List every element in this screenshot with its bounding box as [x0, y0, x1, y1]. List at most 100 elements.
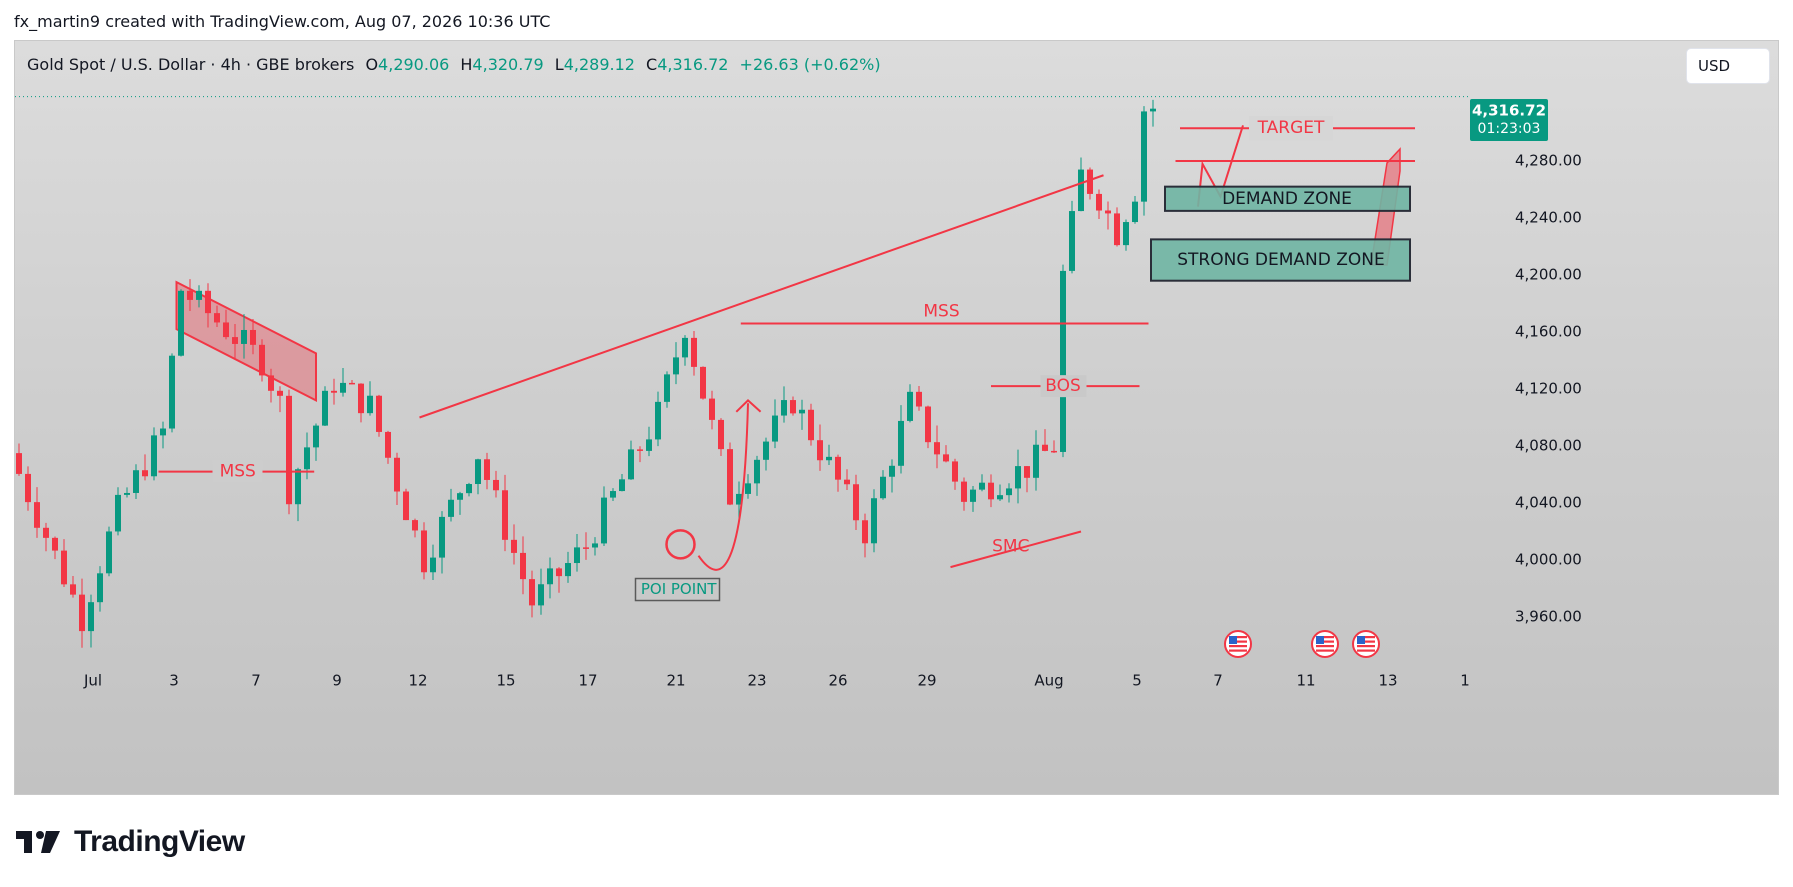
- poi-label-box: [634, 577, 721, 602]
- flag-circle: [1224, 630, 1252, 658]
- flag-circle: [1352, 630, 1380, 658]
- candle-body: [205, 290, 211, 314]
- candle-body: [70, 584, 76, 595]
- target-label: TARGET: [1257, 118, 1325, 138]
- demand-zone-label: DEMAND ZONE: [1222, 189, 1352, 209]
- candle-body: [808, 409, 814, 441]
- candle-body: [898, 420, 904, 466]
- candle-body: [1051, 450, 1057, 453]
- candle-body: [16, 453, 22, 474]
- candle-body: [1096, 193, 1102, 211]
- candle-body: [286, 395, 292, 505]
- candle-body: [565, 563, 571, 577]
- candle-body: [655, 401, 661, 440]
- candle-body: [88, 602, 94, 632]
- flag-canton: [1316, 636, 1324, 644]
- candle-body: [484, 459, 490, 480]
- candle-body: [547, 568, 553, 585]
- us-event-flag-icon[interactable]: [1311, 630, 1339, 658]
- flag-stripe: [1229, 645, 1247, 648]
- bos-label-bg: [1040, 375, 1087, 398]
- candle-body: [1024, 466, 1030, 478]
- candle-body: [952, 461, 958, 482]
- candle-body: [1105, 210, 1111, 214]
- candle-body: [394, 457, 400, 492]
- candle-body: [430, 557, 436, 573]
- symbol-legend: Gold Spot / U.S. Dollar · 4h · GBE broke…: [27, 55, 881, 74]
- candle-body: [160, 428, 166, 436]
- candle-body: [331, 390, 337, 393]
- candle-body: [673, 357, 679, 375]
- x-tick-label: Aug: [1034, 672, 1063, 690]
- candle-body: [637, 449, 643, 451]
- candle-body: [826, 456, 832, 461]
- x-tick-label: 13: [1378, 672, 1397, 690]
- flag-stripe: [1357, 645, 1375, 648]
- candle-body: [871, 498, 877, 544]
- flag-stripe: [1316, 640, 1334, 643]
- flag-stripe: [1316, 636, 1334, 639]
- us-event-flag-icon[interactable]: [1352, 630, 1380, 658]
- us-event-flag-icon[interactable]: [1224, 630, 1252, 658]
- candle-body: [997, 495, 1003, 500]
- tradingview-logo[interactable]: TradingView: [16, 825, 245, 859]
- flag-circle: [1311, 630, 1339, 658]
- chart-frame[interactable]: MSS MSS BOS SMC POI POINT TARGET DEMAND ZONE ST…: [14, 40, 1779, 795]
- candle-body: [583, 547, 589, 549]
- tradingview-logo-icon: [16, 831, 60, 853]
- candle-body: [1069, 211, 1075, 271]
- candle-body: [439, 516, 445, 558]
- candle-body: [106, 531, 112, 574]
- smc-label: SMC: [992, 537, 1029, 557]
- candle-body: [889, 465, 895, 477]
- candle-body: [178, 290, 184, 356]
- candle-body: [907, 391, 913, 421]
- poi-label: POI POINT: [641, 580, 718, 598]
- x-tick-label: 12: [408, 672, 427, 690]
- candle-body: [763, 441, 769, 460]
- candle-body: [403, 491, 409, 521]
- candle-body: [916, 391, 922, 407]
- x-tick-label: Jul: [83, 672, 102, 690]
- candle-body: [619, 479, 625, 492]
- candle-body: [970, 489, 976, 502]
- candle-body: [592, 543, 598, 548]
- currency-button[interactable]: USD: [1686, 48, 1770, 84]
- candle-body: [664, 374, 670, 402]
- candle-body: [709, 398, 715, 420]
- candle-body: [421, 530, 427, 573]
- flag-canton: [1229, 636, 1237, 644]
- candle-body: [1123, 222, 1129, 246]
- y-tick-label: 4,080.00: [1515, 437, 1582, 455]
- candle-body: [34, 502, 40, 528]
- candle-body: [700, 366, 706, 399]
- flag-stripe: [1357, 640, 1375, 643]
- candle-body: [457, 493, 463, 500]
- candle-body: [835, 456, 841, 480]
- bos-label: BOS: [1045, 376, 1081, 396]
- candle-body: [340, 382, 346, 393]
- candle-body: [610, 491, 616, 498]
- candle-body: [187, 290, 193, 300]
- poi-circle: [665, 529, 696, 560]
- x-tick-label: 29: [917, 672, 936, 690]
- candle-body: [196, 290, 202, 300]
- smc-line: [950, 530, 1082, 569]
- candle-body: [781, 400, 787, 416]
- candle-body: [1087, 169, 1093, 194]
- candle-body: [502, 490, 508, 540]
- flag-stripe: [1316, 649, 1334, 652]
- candle-body: [1060, 270, 1066, 452]
- mss-label-upper: MSS: [923, 301, 959, 321]
- x-tick-label: 21: [666, 672, 685, 690]
- poi-arrow: [697, 403, 749, 571]
- candle-body: [1141, 111, 1147, 202]
- close-label: C: [646, 55, 658, 74]
- chart-canvas[interactable]: MSS MSS BOS SMC POI POINT TARGET DEMAND ZONE ST…: [15, 41, 1779, 795]
- candle-body: [628, 449, 634, 480]
- candle-body: [214, 313, 220, 323]
- candle-body: [1132, 201, 1138, 223]
- candle-body: [43, 527, 49, 538]
- candle-body: [1006, 488, 1012, 496]
